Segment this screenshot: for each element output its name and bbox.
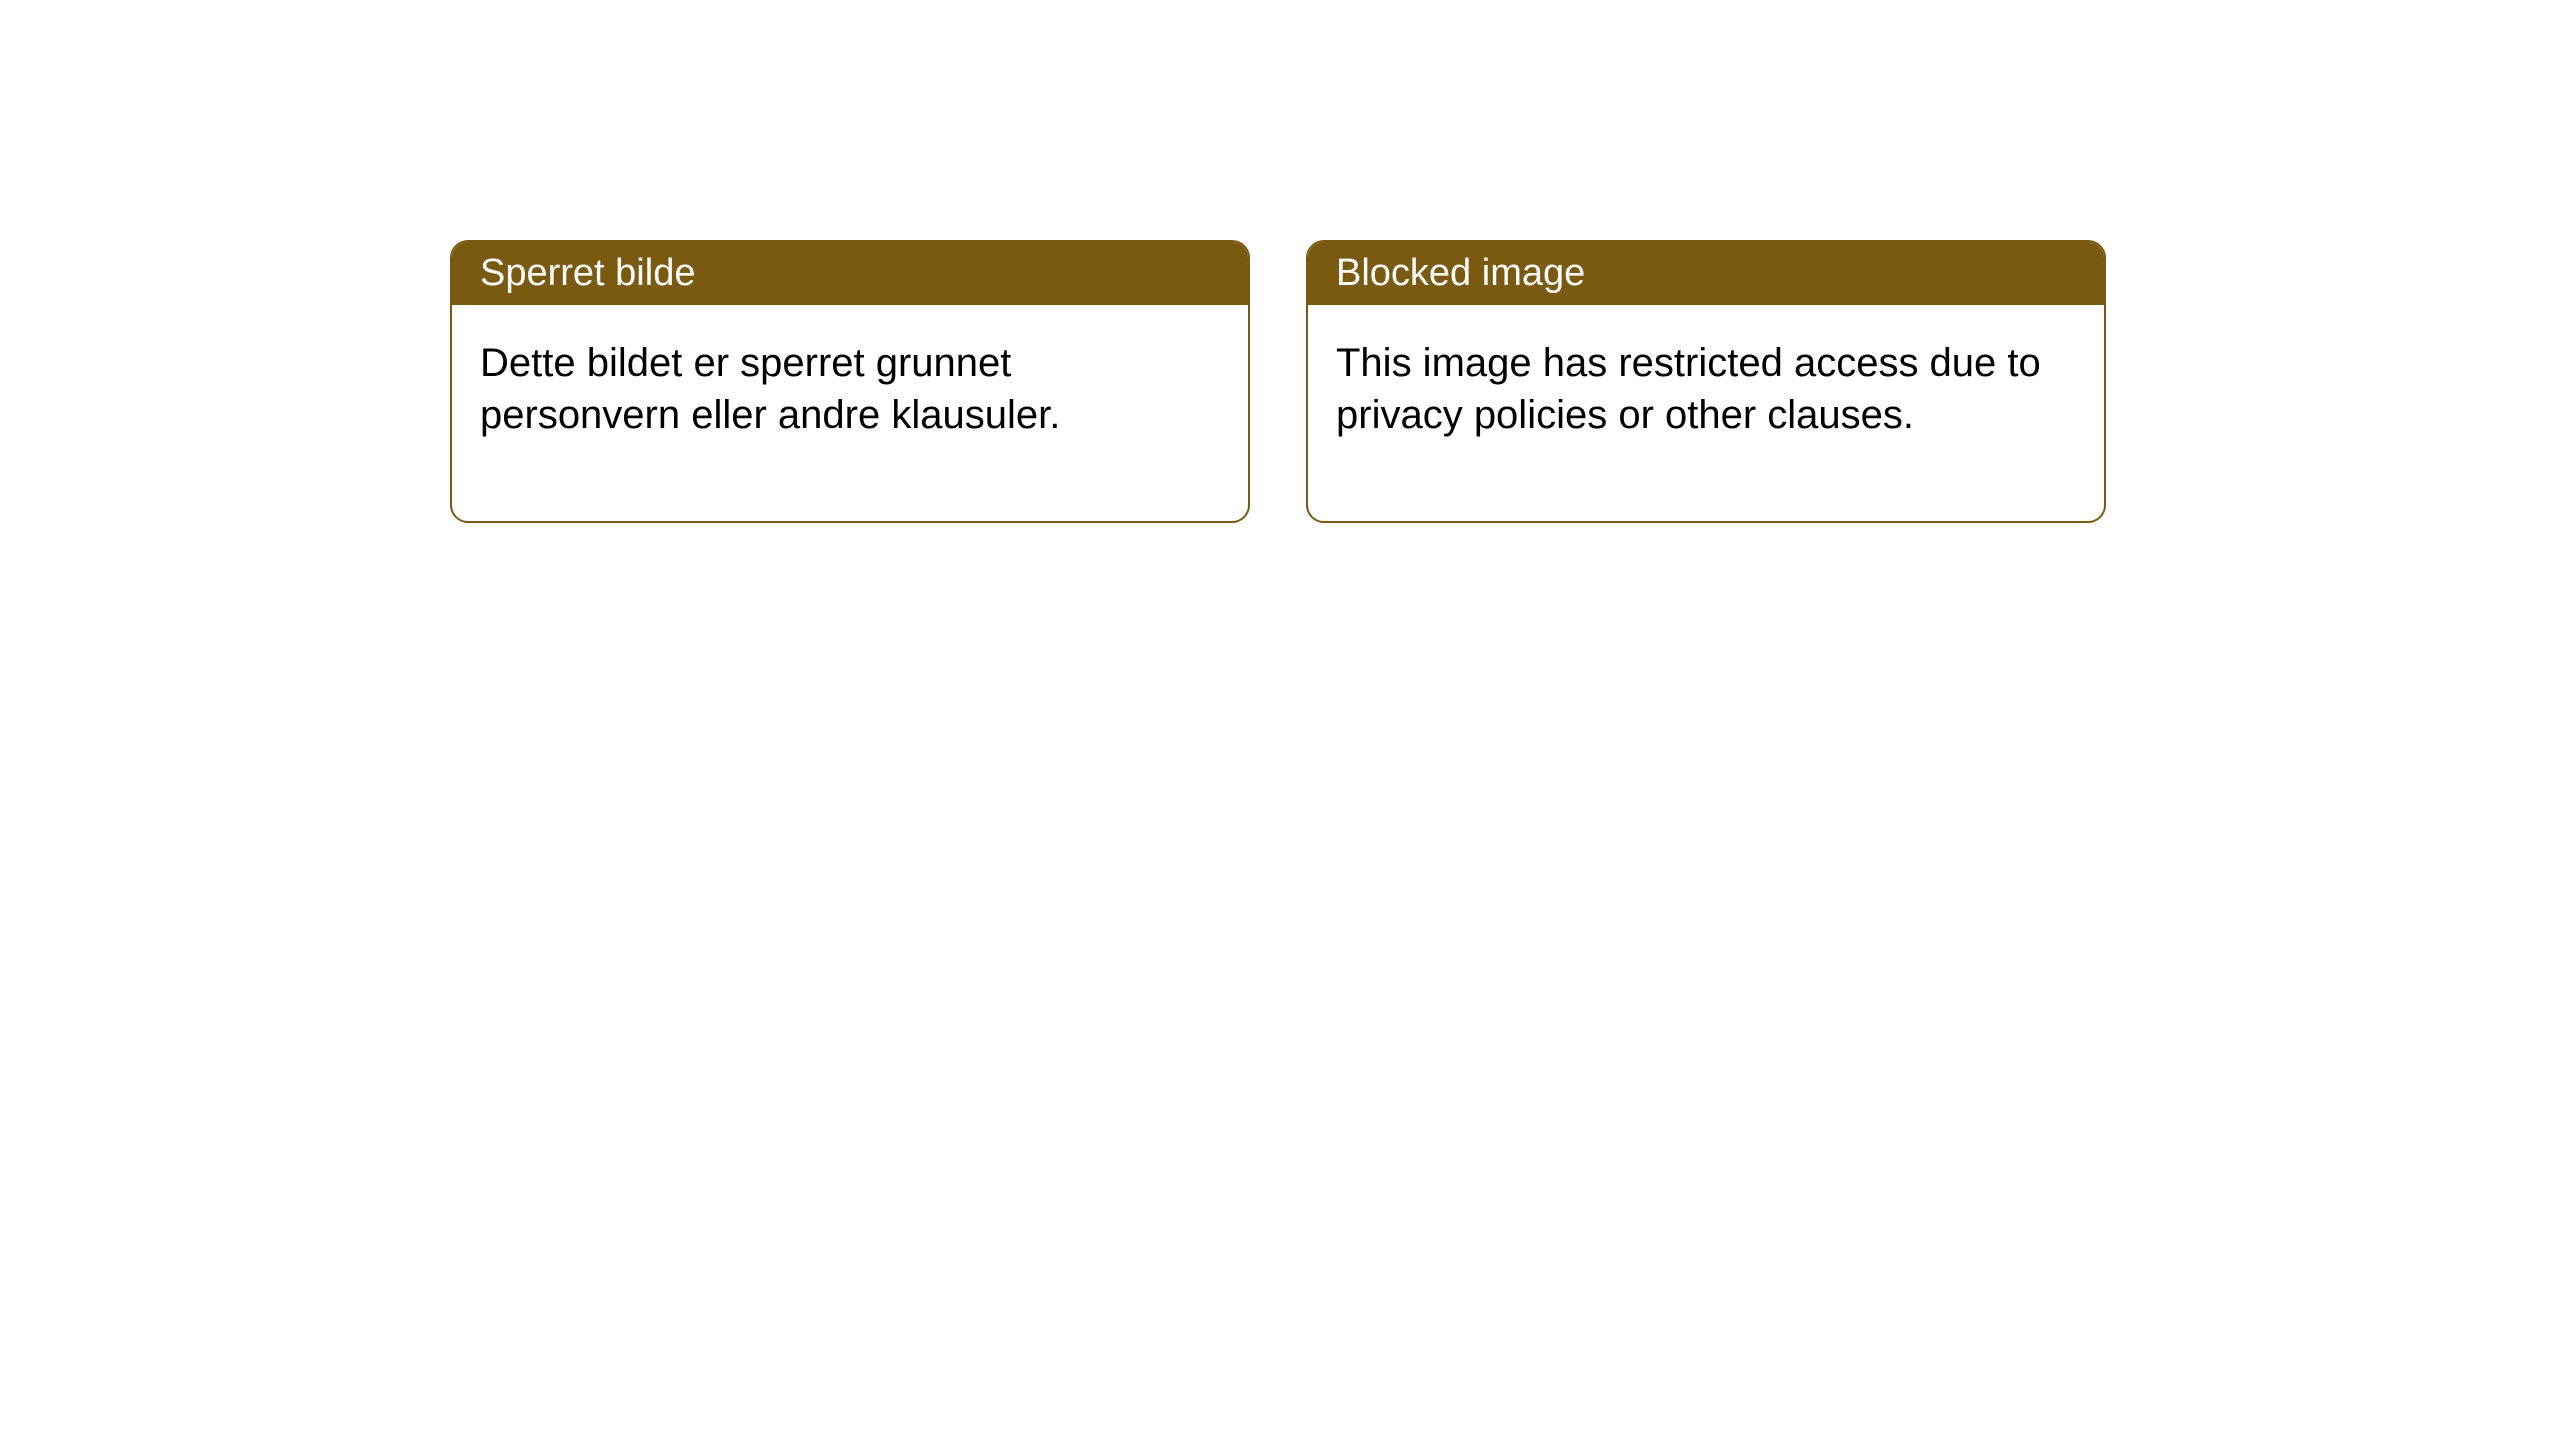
card-body-text-en: This image has restricted access due to … xyxy=(1336,341,2041,437)
card-title-en: Blocked image xyxy=(1336,252,1585,294)
card-body-en: This image has restricted access due to … xyxy=(1308,305,2104,521)
notice-container: Sperret bilde Dette bildet er sperret gr… xyxy=(450,240,2106,523)
card-title-no: Sperret bilde xyxy=(480,252,695,294)
blocked-image-card-en: Blocked image This image has restricted … xyxy=(1306,240,2106,523)
blocked-image-card-no: Sperret bilde Dette bildet er sperret gr… xyxy=(450,240,1250,523)
card-body-text-no: Dette bildet er sperret grunnet personve… xyxy=(480,341,1060,437)
card-header-en: Blocked image xyxy=(1308,242,2104,305)
card-body-no: Dette bildet er sperret grunnet personve… xyxy=(452,305,1248,521)
card-header-no: Sperret bilde xyxy=(452,242,1248,305)
